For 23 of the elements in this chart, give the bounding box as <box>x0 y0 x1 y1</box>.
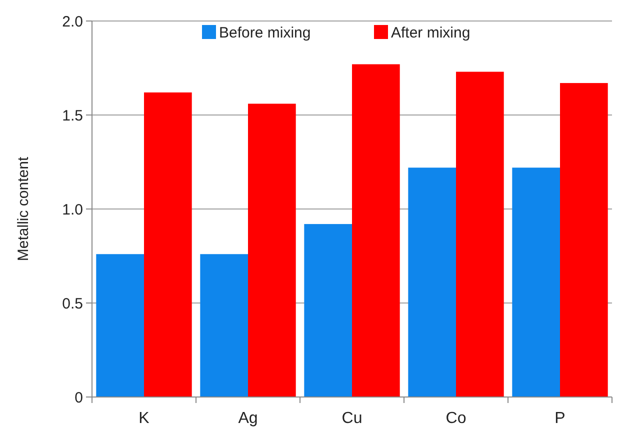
bar <box>560 83 608 397</box>
bar <box>304 224 352 397</box>
bar <box>96 254 144 397</box>
bar <box>352 64 400 397</box>
x-tick-label: Ag <box>238 410 258 427</box>
bar <box>144 92 192 397</box>
legend-label: Before mixing <box>219 24 311 42</box>
y-tick-label: 1.5 <box>62 107 83 124</box>
y-tick-label: 0 <box>74 389 83 406</box>
y-axis-title: Metallic content <box>15 156 32 262</box>
legend-label: After mixing <box>391 24 470 42</box>
bar <box>456 72 504 397</box>
y-tick-label: 1.0 <box>62 201 83 218</box>
y-tick-label: 2.0 <box>62 13 83 30</box>
bar <box>408 168 456 397</box>
x-tick-label: K <box>138 410 150 427</box>
y-tick-label: 0.5 <box>62 295 83 312</box>
bar <box>248 104 296 397</box>
bar <box>512 168 560 397</box>
x-tick-label: Cu <box>342 410 362 427</box>
x-tick-label: Co <box>446 410 466 427</box>
x-tick-label: P <box>554 410 566 427</box>
bar <box>200 254 248 397</box>
